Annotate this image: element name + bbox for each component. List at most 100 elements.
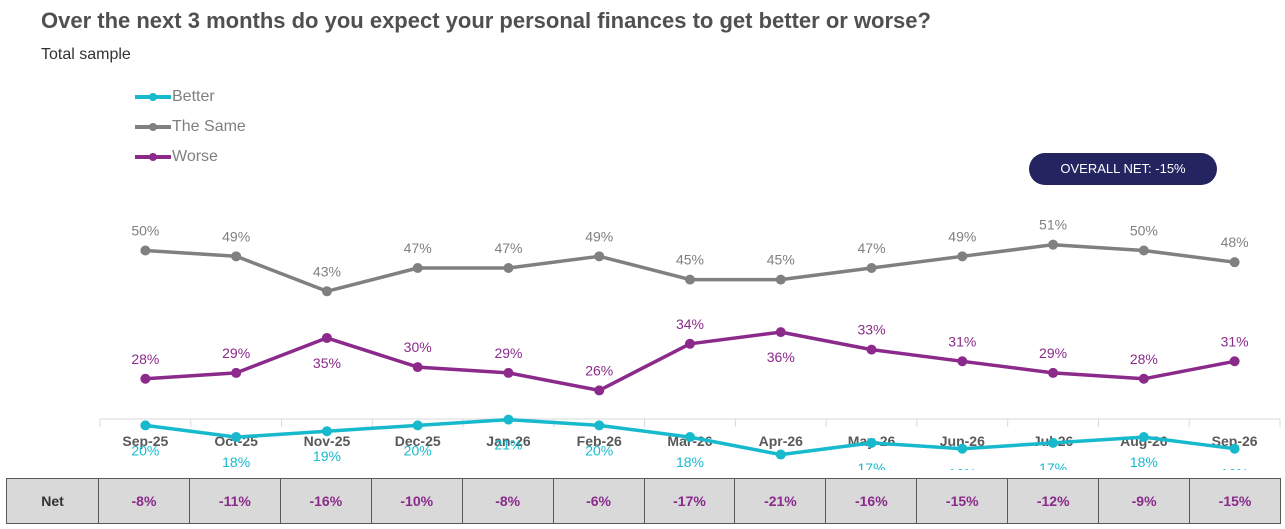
x-tick-label: Nov-25 <box>304 433 351 449</box>
net-cell: -8% <box>99 479 190 523</box>
data-label-same: 49% <box>585 228 613 244</box>
data-label-worse: 28% <box>1130 351 1158 367</box>
data-point-same <box>957 251 968 262</box>
data-point-better <box>957 443 968 454</box>
net-table-header: Net <box>7 479 99 523</box>
data-point-same <box>775 274 786 285</box>
data-point-better <box>140 420 151 431</box>
net-cell: -9% <box>1099 479 1191 523</box>
data-label-same: 51% <box>1039 217 1067 233</box>
data-point-same <box>503 262 514 273</box>
data-point-worse <box>685 338 695 349</box>
data-point-worse <box>1138 373 1149 384</box>
data-point-worse <box>1229 356 1240 367</box>
data-point-worse <box>775 327 786 338</box>
x-tick-label: Jan-26 <box>486 433 531 449</box>
data-label-same: 47% <box>494 240 522 256</box>
data-label-same: 45% <box>767 252 795 268</box>
data-point-worse <box>231 367 242 378</box>
data-label-better: 18% <box>676 454 704 470</box>
data-point-worse <box>594 385 605 396</box>
data-label-better: 18% <box>1130 454 1158 470</box>
data-label-worse: 29% <box>1039 345 1067 361</box>
data-point-same <box>1048 239 1059 250</box>
data-label-worse: 28% <box>131 351 159 367</box>
data-label-worse: 29% <box>222 345 250 361</box>
net-table: Net -8% -11% -16% -10% -8% -6% -17% -21% -16% -15… <box>6 478 1281 524</box>
legend-label-better: Better <box>172 88 215 105</box>
data-label-same: 50% <box>131 223 159 239</box>
net-cell: -17% <box>645 479 736 523</box>
data-point-better <box>503 414 514 425</box>
x-tick-label: Jun-26 <box>940 433 985 449</box>
data-point-same <box>1229 257 1240 268</box>
data-label-same: 49% <box>222 228 250 244</box>
x-tick-label: Dec-25 <box>395 433 441 449</box>
line-chart: Sep-25Oct-25Nov-25Dec-25Jan-26Feb-26Mar-… <box>99 217 1281 470</box>
overall-net-badge: OVERALL NET: -15% <box>1029 153 1217 185</box>
data-point-same <box>594 251 605 262</box>
data-point-worse <box>140 373 151 384</box>
net-cell: -10% <box>372 479 463 523</box>
data-label-worse: 31% <box>1221 333 1249 349</box>
legend-label-worse: Worse <box>172 148 218 165</box>
data-label-better: 20% <box>131 442 159 458</box>
data-point-worse <box>866 344 877 355</box>
data-label-better: 16% <box>1221 466 1249 470</box>
data-label-better: 20% <box>585 442 613 458</box>
data-label-worse: 33% <box>858 322 886 338</box>
data-label-better: 21% <box>494 437 522 453</box>
data-point-worse <box>1048 367 1059 378</box>
data-point-worse <box>503 367 514 378</box>
net-cell: -15% <box>917 479 1009 523</box>
net-cell: -12% <box>1008 479 1100 523</box>
data-label-better: 16% <box>948 466 976 470</box>
data-label-same: 43% <box>313 263 341 279</box>
data-point-same <box>412 262 423 273</box>
data-label-better: 17% <box>1039 460 1067 470</box>
data-label-same: 45% <box>676 252 704 268</box>
legend-dot-worse <box>149 153 157 161</box>
data-label-worse: 34% <box>676 316 704 332</box>
data-point-same <box>685 274 695 285</box>
x-tick-label: Apr-26 <box>759 433 804 449</box>
data-point-worse <box>957 356 968 367</box>
data-point-same <box>866 262 877 273</box>
data-label-same: 48% <box>1221 234 1249 250</box>
chart-subtitle: Total sample <box>41 46 131 63</box>
data-label-worse: 31% <box>948 333 976 349</box>
net-cell: -16% <box>826 479 918 523</box>
data-label-worse: 29% <box>494 345 522 361</box>
data-label-worse: 36% <box>767 349 795 365</box>
legend-dot-same <box>149 123 157 131</box>
chart-title: Over the next 3 months do you expect you… <box>41 8 931 33</box>
net-cell: -16% <box>281 479 372 523</box>
x-tick-label: Sep-26 <box>1212 433 1258 449</box>
data-label-worse: 30% <box>404 339 432 355</box>
data-point-same <box>1138 245 1149 256</box>
data-point-better <box>685 432 695 443</box>
data-point-worse <box>321 332 332 343</box>
data-label-better: 20% <box>404 442 432 458</box>
net-cell: -8% <box>463 479 554 523</box>
data-label-same: 47% <box>858 240 886 256</box>
data-label-better: 18% <box>222 454 250 470</box>
x-tick-label: Sep-25 <box>122 433 168 449</box>
data-point-better <box>1048 437 1059 448</box>
data-point-better <box>594 420 605 431</box>
data-point-better <box>775 449 786 460</box>
net-cell: -11% <box>190 479 281 523</box>
data-label-better: 17% <box>858 460 886 470</box>
data-point-better <box>866 437 877 448</box>
data-label-same: 49% <box>948 228 976 244</box>
net-cell: -21% <box>735 479 827 523</box>
net-cell: -6% <box>554 479 645 523</box>
x-tick-label: Feb-26 <box>577 433 622 449</box>
data-point-better <box>231 432 242 443</box>
net-cell: -15% <box>1218 493 1252 509</box>
data-point-same <box>140 245 151 256</box>
legend-label-same: The Same <box>172 118 246 135</box>
data-label-same: 50% <box>1130 223 1158 239</box>
legend-dot-better <box>149 93 157 101</box>
data-point-better <box>1229 443 1240 454</box>
